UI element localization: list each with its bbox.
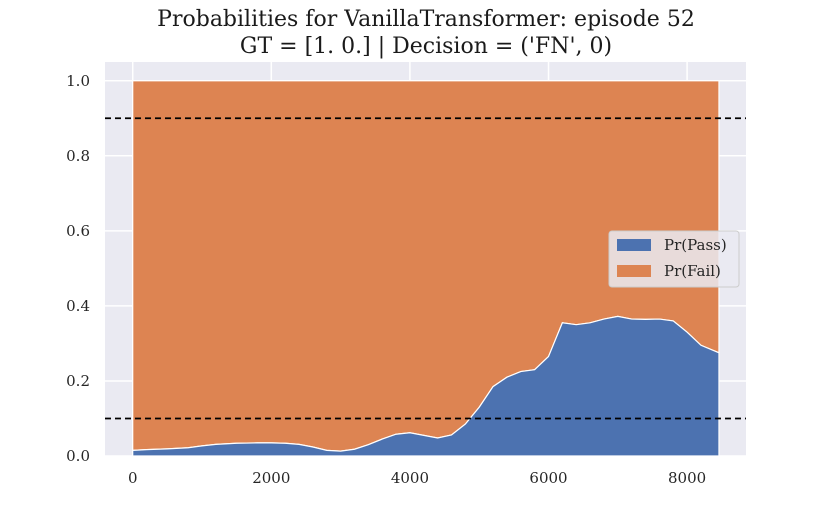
x-tick-label: 0 xyxy=(128,469,138,487)
chart-title: Probabilities for VanillaTransformer: ep… xyxy=(157,7,695,32)
x-tick-label: 6000 xyxy=(529,469,567,487)
legend-swatch-fail xyxy=(617,265,651,277)
y-tick-label: 0.0 xyxy=(66,447,90,465)
legend-swatch-pass xyxy=(617,239,651,251)
y-tick-label: 0.6 xyxy=(66,222,90,240)
y-tick-label: 1.0 xyxy=(66,72,90,90)
y-tick-label: 0.4 xyxy=(66,297,90,315)
x-tick-label: 8000 xyxy=(668,469,706,487)
chart-subtitle: GT = [1. 0.] | Decision = ('FN', 0) xyxy=(240,34,612,59)
threshold-lines xyxy=(105,117,746,420)
x-tick-label: 2000 xyxy=(252,469,290,487)
x-tick-label: 4000 xyxy=(391,469,429,487)
y-tick-label: 0.2 xyxy=(66,372,90,390)
x-axis-ticks: 0 2000 4000 6000 8000 xyxy=(128,469,706,487)
legend-label-pass: Pr(Pass) xyxy=(664,236,727,254)
y-axis-ticks: 0.0 0.2 0.4 0.6 0.8 1.0 xyxy=(66,72,90,465)
legend: Pr(Pass) Pr(Fail) xyxy=(608,230,740,288)
y-tick-label: 0.8 xyxy=(66,147,90,165)
legend-label-fail: Pr(Fail) xyxy=(664,262,721,280)
area-pass xyxy=(132,315,720,457)
stacked-areas xyxy=(132,80,720,457)
